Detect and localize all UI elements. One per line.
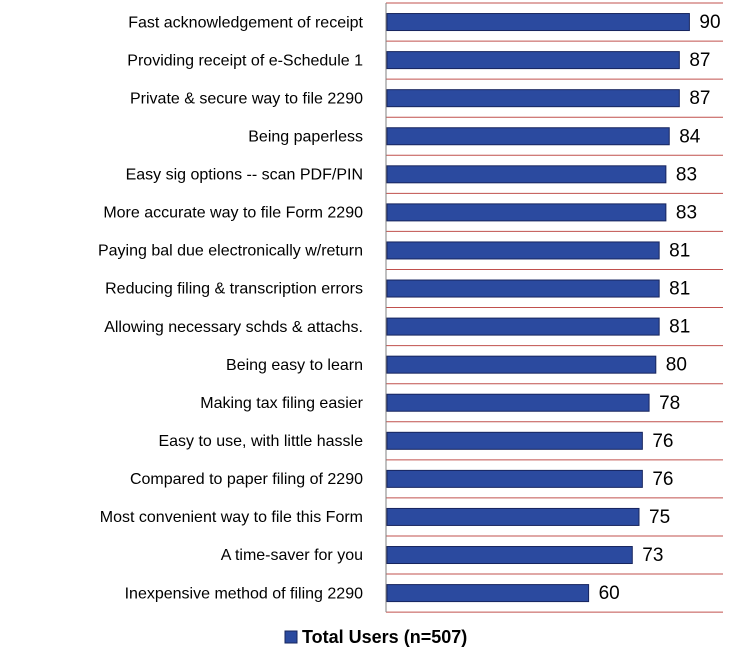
category-label: Most convenient way to file this Form — [100, 509, 363, 526]
bar — [386, 203, 667, 222]
value-label: 81 — [669, 240, 690, 261]
value-label: 78 — [659, 393, 680, 414]
bar — [386, 355, 657, 374]
value-label: 81 — [669, 279, 690, 300]
category-label: Easy sig options -- scan PDF/PIN — [126, 167, 363, 184]
value-label: 90 — [699, 12, 720, 33]
value-label: 83 — [676, 202, 697, 223]
bar — [386, 279, 660, 298]
value-label: 81 — [669, 317, 690, 338]
bar — [386, 13, 690, 32]
value-label: 87 — [689, 88, 710, 109]
category-label: A time-saver for you — [221, 547, 363, 564]
bar — [386, 546, 633, 565]
bar — [386, 89, 680, 108]
bar — [386, 317, 660, 336]
category-label: Fast acknowledgement of receipt — [128, 14, 363, 31]
category-label: Allowing necessary schds & attachs. — [104, 319, 363, 336]
category-label: Easy to use, with little hassle — [158, 433, 363, 450]
bar — [386, 165, 667, 184]
category-label: Providing receipt of e-Schedule 1 — [127, 52, 363, 69]
category-label: Inexpensive method of filing 2290 — [125, 585, 363, 602]
category-label: Making tax filing easier — [200, 395, 363, 412]
legend-swatch — [284, 630, 298, 644]
category-label: More accurate way to file Form 2290 — [103, 205, 363, 222]
category-label: Being easy to learn — [226, 357, 363, 374]
value-label: 83 — [676, 164, 697, 185]
bar — [386, 241, 660, 260]
value-label: 84 — [679, 126, 701, 147]
category-label: Reducing filing & transcription errors — [105, 281, 363, 298]
bar — [386, 51, 680, 70]
bar — [386, 507, 640, 526]
value-label: 80 — [666, 355, 687, 376]
category-label: Private & secure way to file 2290 — [130, 90, 363, 107]
value-label: 87 — [689, 50, 710, 71]
bar — [386, 393, 650, 412]
value-label: 75 — [649, 507, 670, 528]
legend-label: Total Users (n=507) — [302, 627, 467, 647]
value-label: 76 — [652, 431, 673, 452]
bar — [386, 431, 643, 450]
category-label: Paying bal due electronically w/return — [98, 243, 363, 260]
bar — [386, 469, 643, 488]
value-label: 73 — [642, 545, 663, 566]
bar — [386, 127, 670, 146]
bar — [386, 584, 590, 603]
value-label: 60 — [599, 583, 620, 604]
category-label: Compared to paper filing of 2290 — [130, 471, 363, 488]
value-label: 76 — [652, 469, 673, 490]
category-label: Being paperless — [248, 128, 363, 145]
